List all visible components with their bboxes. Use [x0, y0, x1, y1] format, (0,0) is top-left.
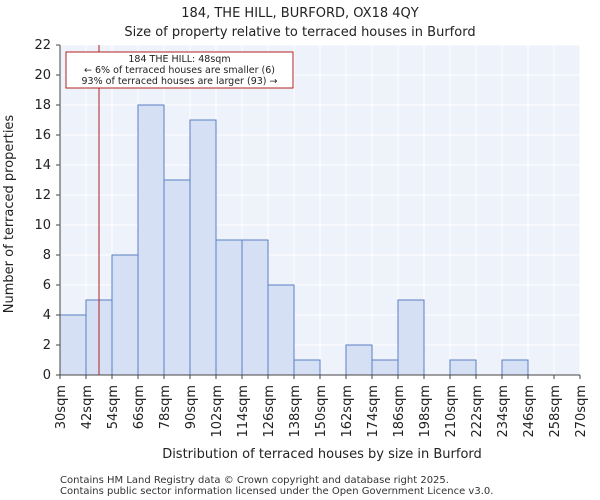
x-tick-label: 162sqm [340, 385, 355, 438]
chart-subtitle: Size of property relative to terraced ho… [124, 25, 475, 40]
y-tick-label: 2 [43, 338, 51, 353]
y-tick-label: 16 [34, 128, 51, 143]
y-tick-label: 0 [43, 368, 51, 383]
bars [59, 104, 529, 376]
x-tick-label: 150sqm [314, 385, 329, 438]
y-tick-label: 20 [34, 68, 51, 83]
y-tick-label: 6 [43, 278, 51, 293]
histogram-bar [241, 239, 269, 376]
histogram-bar [371, 359, 399, 376]
footer-line-1: Contains HM Land Registry data © Crown c… [60, 475, 449, 486]
annotation-line: 184 THE HILL: 48sqm [128, 54, 230, 65]
x-tick-label: 66sqm [132, 385, 147, 429]
x-tick-label: 138sqm [288, 385, 303, 438]
x-tick-label: 222sqm [470, 385, 485, 438]
x-tick-label: 102sqm [210, 385, 225, 438]
histogram-bar [449, 359, 477, 376]
y-tick-label: 14 [34, 158, 51, 173]
annotation-line: ← 6% of terraced houses are smaller (6) [84, 65, 275, 76]
y-tick-label: 8 [43, 248, 51, 263]
histogram-bar [397, 299, 425, 376]
annotation-line: 93% of terraced houses are larger (93) → [82, 76, 278, 87]
x-tick-label: 90sqm [184, 385, 199, 429]
histogram-bar [111, 254, 139, 376]
x-tick-label: 270sqm [574, 385, 589, 438]
y-tick-label: 4 [43, 308, 51, 323]
x-tick-label: 126sqm [262, 385, 277, 438]
histogram-bar [501, 359, 529, 376]
x-tick-label: 42sqm [80, 385, 95, 429]
histogram-bar [215, 239, 243, 376]
x-tick-label: 186sqm [392, 385, 407, 438]
histogram-bar [59, 314, 87, 376]
histogram-bar [163, 179, 191, 376]
x-tick-label: 198sqm [418, 385, 433, 438]
footer-line-2: Contains public sector information licen… [60, 486, 493, 497]
x-tick-label: 114sqm [236, 385, 251, 438]
x-tick-label: 246sqm [522, 385, 537, 438]
y-tick-label: 22 [34, 38, 51, 53]
histogram-bar [189, 119, 217, 376]
y-axis-label: Number of terraced properties [2, 115, 17, 314]
x-tick-label: 54sqm [106, 385, 121, 429]
x-tick-label: 258sqm [548, 385, 563, 438]
y-tick-label: 12 [34, 188, 51, 203]
y-tick-label: 18 [34, 98, 51, 113]
histogram-bar [267, 284, 295, 376]
marker: 184 THE HILL: 48sqm← 6% of terraced hous… [65, 45, 294, 375]
histogram-bar [345, 344, 373, 376]
x-tick-label: 174sqm [366, 385, 381, 438]
histogram-bar [137, 104, 165, 376]
histogram-bar [293, 359, 321, 376]
annotation-box [65, 51, 294, 89]
x-tick-label: 210sqm [444, 385, 459, 438]
chart-title: 184, THE HILL, BURFORD, OX18 4QY [181, 6, 418, 21]
x-tick-label: 30sqm [54, 385, 69, 429]
axes: 0 2 4 6 8 10 12 14 16 18 20 22 30sqm 42sqm 54sqm 66sqm 7… [34, 38, 589, 438]
y-tick-label: 10 [34, 218, 51, 233]
x-tick-label: 234sqm [496, 385, 511, 438]
x-axis-label: Distribution of terraced houses by size … [162, 447, 482, 462]
x-tick-label: 78sqm [158, 385, 173, 429]
